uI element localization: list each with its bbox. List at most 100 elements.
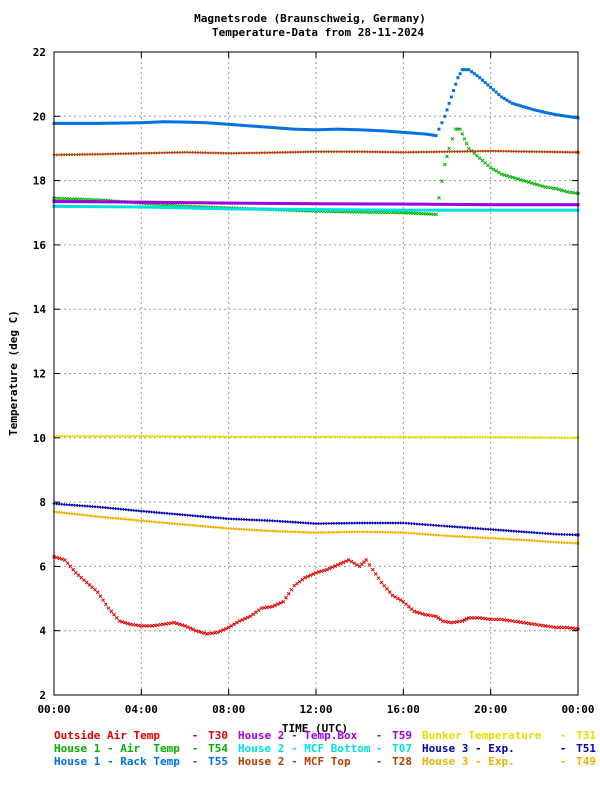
data-point (291, 150, 295, 154)
data-point (219, 526, 223, 530)
data-point (453, 525, 457, 529)
data-point (150, 200, 154, 204)
data-point (160, 520, 164, 525)
data-point (473, 535, 477, 539)
data-point (565, 625, 569, 630)
data-point (100, 434, 104, 438)
x-tick-label: 20:00 (474, 703, 507, 716)
data-point (360, 150, 364, 154)
data-point (473, 149, 477, 153)
data-point (399, 202, 403, 206)
data-point (511, 101, 514, 105)
series-T07 (52, 204, 580, 212)
data-point (352, 521, 357, 525)
data-point (292, 127, 296, 131)
data-point (229, 624, 234, 628)
data-point (337, 150, 341, 154)
data-point (263, 528, 267, 533)
data-point (466, 615, 471, 620)
data-point (60, 204, 64, 208)
data-point (406, 150, 411, 154)
data-point (178, 522, 182, 526)
data-point (565, 532, 569, 537)
data-point (65, 511, 69, 515)
data-point (239, 527, 244, 531)
data-point (522, 149, 526, 154)
x-tick-label: 00:00 (561, 703, 594, 716)
data-point (335, 208, 339, 212)
data-point (439, 533, 444, 538)
data-point (554, 186, 559, 191)
data-point (491, 167, 496, 172)
data-point (426, 532, 430, 537)
data-point (422, 150, 426, 154)
data-point (119, 507, 123, 511)
data-point (298, 150, 303, 154)
chart-title-line-1: Magnetsrode (Braunschweig, Germany) (194, 12, 426, 25)
data-point (412, 522, 416, 526)
data-point (337, 521, 341, 525)
data-point (163, 434, 167, 438)
data-point (67, 153, 72, 157)
data-point (319, 569, 324, 574)
data-point (245, 435, 249, 439)
data-point (550, 203, 554, 207)
data-point (227, 151, 231, 155)
x-tick-label: 00:00 (37, 703, 70, 716)
data-point (250, 435, 255, 439)
data-point (194, 628, 198, 633)
data-point (179, 206, 183, 210)
data-point (192, 201, 196, 205)
data-point (349, 559, 354, 564)
data-point (257, 518, 262, 522)
data-point (505, 98, 509, 102)
data-point (309, 202, 313, 206)
data-point (345, 150, 349, 154)
data-point (464, 141, 469, 146)
data-point (342, 521, 346, 525)
data-point (409, 607, 414, 611)
data-point (150, 520, 154, 524)
data-point (373, 572, 378, 576)
data-point (121, 434, 125, 438)
data-point (296, 530, 300, 534)
data-point (137, 121, 141, 125)
data-point (436, 202, 440, 206)
data-point (488, 165, 493, 170)
data-point (293, 435, 297, 439)
data-point (573, 541, 577, 545)
data-point (543, 110, 547, 114)
data-point (290, 207, 294, 211)
data-point (255, 151, 259, 155)
data-point (539, 435, 543, 440)
data-point (142, 434, 146, 438)
data-point (415, 202, 419, 206)
data-point (173, 150, 177, 155)
data-point (72, 152, 77, 157)
data-point (431, 533, 435, 537)
data-point (258, 201, 262, 205)
data-point (136, 623, 141, 628)
data-point (549, 540, 553, 544)
data-point (206, 515, 210, 519)
data-point (428, 208, 432, 212)
data-point (388, 521, 393, 525)
data-point (541, 435, 546, 440)
data-point (327, 566, 332, 571)
data-point (525, 530, 529, 534)
data-point (276, 126, 280, 130)
data-point (334, 521, 339, 525)
data-point (491, 617, 496, 622)
data-point (494, 528, 498, 532)
data-point (305, 574, 310, 579)
data-point (235, 201, 239, 205)
data-point (153, 120, 157, 124)
data-point (67, 511, 72, 516)
data-point (201, 524, 205, 528)
data-point (458, 525, 462, 529)
data-point (385, 202, 389, 206)
data-point (525, 149, 529, 154)
data-point (93, 152, 97, 156)
data-point (114, 615, 119, 620)
data-point (369, 128, 373, 132)
